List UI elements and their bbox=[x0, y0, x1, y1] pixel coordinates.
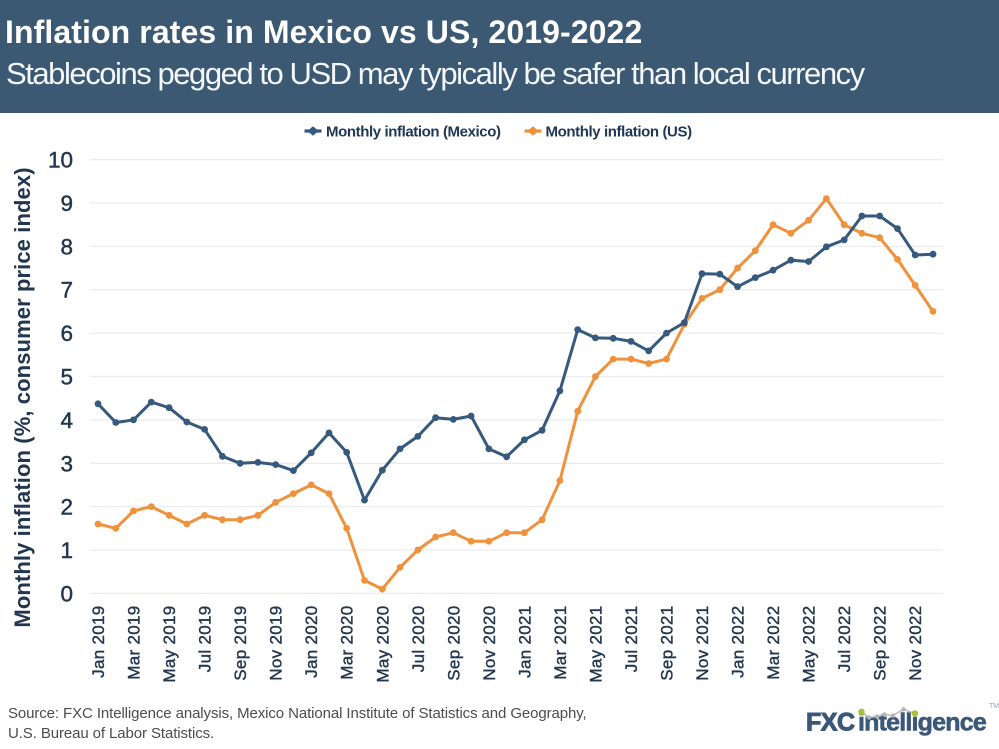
svg-text:FXC: FXC bbox=[806, 709, 855, 737]
svg-text:Sep 2020: Sep 2020 bbox=[444, 606, 463, 681]
svg-text:8: 8 bbox=[60, 234, 73, 259]
svg-text:7: 7 bbox=[60, 278, 73, 303]
svg-text:3: 3 bbox=[60, 451, 73, 476]
svg-text:Jul 2020: Jul 2020 bbox=[409, 606, 428, 673]
svg-text:Monthly inflation (%, consumer: Monthly inflation (%, consumer price ind… bbox=[10, 167, 35, 627]
svg-text:10: 10 bbox=[48, 148, 73, 173]
svg-text:Jan 2021: Jan 2021 bbox=[515, 606, 534, 678]
svg-text:Nov 2019: Nov 2019 bbox=[267, 606, 286, 681]
svg-text:Nov 2020: Nov 2020 bbox=[480, 606, 499, 681]
svg-text:Jan 2019: Jan 2019 bbox=[89, 606, 108, 678]
svg-text:Jan 2022: Jan 2022 bbox=[729, 606, 748, 678]
svg-text:Jan 2020: Jan 2020 bbox=[302, 606, 321, 678]
svg-text:Sep 2021: Sep 2021 bbox=[658, 606, 677, 681]
svg-text:1: 1 bbox=[60, 538, 73, 563]
svg-text:Monthly inflation (US): Monthly inflation (US) bbox=[546, 124, 693, 141]
svg-text:TM: TM bbox=[989, 703, 999, 710]
svg-text:0: 0 bbox=[60, 581, 73, 606]
svg-text:Nov 2021: Nov 2021 bbox=[693, 606, 712, 681]
svg-text:Jul 2022: Jul 2022 bbox=[835, 606, 854, 673]
svg-text:Jul 2019: Jul 2019 bbox=[196, 606, 215, 673]
svg-text:2: 2 bbox=[60, 495, 73, 520]
svg-text:Mar 2021: Mar 2021 bbox=[551, 606, 570, 680]
svg-text:May 2021: May 2021 bbox=[586, 606, 605, 683]
svg-text:4: 4 bbox=[60, 408, 73, 433]
svg-text:Monthly inflation (Mexico): Monthly inflation (Mexico) bbox=[326, 124, 501, 141]
svg-text:Jul 2021: Jul 2021 bbox=[622, 606, 641, 673]
svg-text:Sep 2019: Sep 2019 bbox=[231, 606, 250, 681]
svg-text:6: 6 bbox=[60, 321, 73, 346]
svg-text:Mar 2020: Mar 2020 bbox=[338, 606, 357, 680]
svg-text:Mar 2022: Mar 2022 bbox=[764, 606, 783, 680]
svg-text:May 2022: May 2022 bbox=[800, 606, 819, 683]
svg-text:intelligence: intelligence bbox=[858, 709, 987, 737]
svg-text:Sep 2022: Sep 2022 bbox=[871, 606, 890, 681]
svg-text:Nov 2022: Nov 2022 bbox=[906, 606, 925, 681]
svg-text:9: 9 bbox=[60, 191, 73, 216]
svg-text:5: 5 bbox=[60, 365, 73, 390]
svg-text:Mar 2019: Mar 2019 bbox=[125, 606, 144, 680]
svg-text:May 2020: May 2020 bbox=[373, 606, 392, 683]
svg-text:May 2019: May 2019 bbox=[160, 606, 179, 683]
